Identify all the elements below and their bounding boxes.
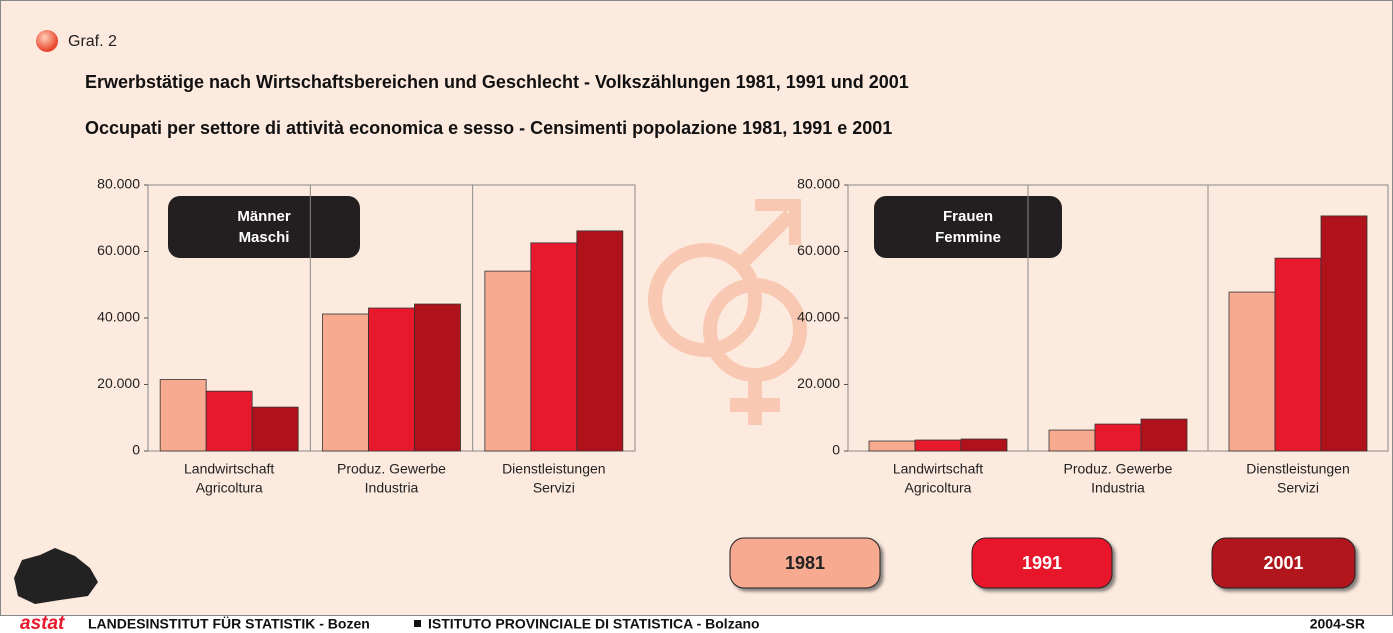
bar: [251, 406, 299, 452]
bar: [530, 242, 578, 452]
footer-left: LANDESINSTITUT FÜR STATISTIK - Bozen: [88, 616, 370, 632]
bar: [576, 230, 624, 452]
legend-label: 1991: [1022, 553, 1062, 573]
footer-right: ISTITUTO PROVINCIALE DI STATISTICA - Bol…: [428, 616, 760, 632]
bar: [205, 390, 253, 452]
y-tick-label: 20.000: [797, 375, 840, 391]
bar: [322, 313, 369, 452]
legend-swatch: [1211, 537, 1356, 589]
x-tick-label: Landwirtschaft: [893, 461, 983, 477]
bar: [1320, 215, 1368, 452]
legend-label: 2001: [1263, 553, 1303, 573]
panel-label: Femmine: [935, 229, 1001, 246]
y-tick-label: 40.000: [97, 309, 140, 325]
x-tick-label: Produz. Gewerbe: [1064, 461, 1173, 477]
bar: [1274, 257, 1322, 452]
x-tick-label: Industria: [1091, 480, 1145, 496]
bar: [914, 439, 962, 452]
panel-label-box: [168, 196, 360, 258]
y-tick-label: 0: [132, 442, 140, 458]
background: [0, 0, 1393, 616]
y-tick-label: 0: [832, 442, 840, 458]
x-tick-label: Produz. Gewerbe: [337, 461, 446, 477]
panel-label: Männer: [237, 208, 291, 225]
x-tick-label: Servizi: [533, 480, 575, 496]
bar: [1048, 429, 1096, 452]
footer-code: 2004-SR: [1310, 616, 1365, 632]
logo: astat: [14, 548, 98, 633]
y-tick-label: 80.000: [97, 176, 140, 192]
legend-swatch: [971, 537, 1113, 589]
separator: [414, 620, 421, 627]
y-tick-label: 80.000: [797, 176, 840, 192]
bar: [1094, 423, 1142, 452]
x-tick-label: Industria: [365, 480, 419, 496]
gender-symbol: [648, 199, 807, 425]
y-tick-label: 60.000: [97, 242, 140, 258]
bar: [159, 379, 207, 452]
title: Erwerbstätige nach Wirtschaftsbereichen …: [85, 72, 909, 92]
graph-label: Graf. 2: [68, 33, 117, 50]
x-tick-label: Dienstleistungen: [1246, 461, 1350, 477]
subtitle: Occupati per settore di attività economi…: [85, 118, 892, 138]
legend-label: 1981: [785, 553, 825, 573]
x-tick-label: Dienstleistungen: [502, 461, 606, 477]
y-tick-label: 20.000: [97, 375, 140, 391]
x-tick-label: Landwirtschaft: [184, 461, 274, 477]
panel-label-box: [874, 196, 1062, 258]
bar: [1140, 418, 1188, 452]
bar: [960, 438, 1008, 452]
bar: [368, 307, 415, 452]
x-tick-label: Servizi: [1277, 480, 1319, 496]
y-tick-label: 60.000: [797, 242, 840, 258]
panel-label: Frauen: [943, 208, 993, 225]
bar: [414, 303, 461, 452]
bar: [868, 440, 916, 452]
x-tick-label: Agricoltura: [196, 480, 263, 496]
panel-label: Maschi: [239, 229, 290, 246]
legend-swatch: [729, 537, 881, 589]
y-tick-label: 40.000: [797, 309, 840, 325]
bullet: [36, 30, 58, 52]
bar: [1228, 291, 1276, 452]
bar: [484, 270, 532, 452]
logo-text: astat: [20, 613, 65, 633]
x-tick-label: Agricoltura: [905, 480, 972, 496]
